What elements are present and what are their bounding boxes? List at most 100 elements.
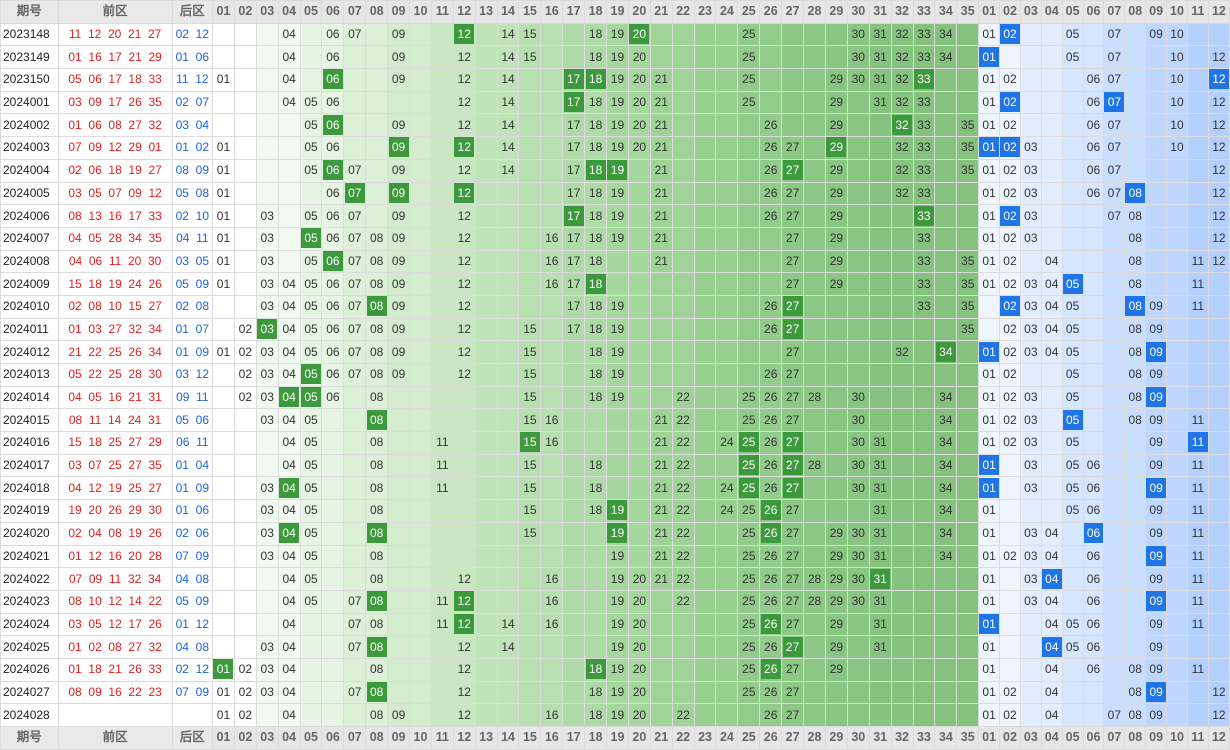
front-cell: 19 <box>606 589 629 614</box>
back-cell: 10 <box>1166 68 1188 92</box>
front-cell <box>343 113 367 138</box>
front-cell <box>409 567 432 591</box>
front-cell <box>409 521 432 546</box>
back-hit-ball: 04 <box>1042 636 1062 657</box>
front-cell <box>934 249 958 274</box>
front-cell <box>934 158 958 183</box>
front-cell <box>365 158 389 183</box>
back-cell <box>999 612 1021 637</box>
front-cell: 19 <box>606 521 629 546</box>
front-number-header: 22 <box>671 0 695 24</box>
front-hit-ball: 15 <box>519 432 540 453</box>
back-cell <box>1166 567 1188 591</box>
front-cell <box>409 272 432 296</box>
front-cell: 14 <box>496 45 520 70</box>
front-cell <box>474 90 498 115</box>
back-cell <box>1186 363 1209 387</box>
front-draw-numbers: 04 05 16 21 31 <box>57 385 173 410</box>
back-cell: 02 <box>999 226 1021 251</box>
back-cell <box>1082 703 1105 727</box>
back-cell <box>999 476 1021 501</box>
front-cell <box>956 363 980 387</box>
front-cell <box>693 45 717 70</box>
front-cell: 11 <box>430 431 454 455</box>
front-cell <box>409 703 432 727</box>
front-cell <box>803 680 826 705</box>
back-cell: 01 <box>978 431 1001 455</box>
front-cell <box>824 385 848 410</box>
back-cell <box>1040 113 1063 138</box>
back-cell: 01 <box>978 567 1001 591</box>
back-cell: 02 <box>999 90 1021 115</box>
front-cell: 09 <box>387 226 411 251</box>
back-cell <box>1145 181 1168 206</box>
front-cell <box>649 22 673 47</box>
front-cell <box>715 68 739 92</box>
front-cell: 01 <box>212 158 235 183</box>
front-cell <box>343 385 367 410</box>
front-cell <box>693 68 717 92</box>
back-cell <box>1186 158 1209 183</box>
front-cell <box>649 635 673 659</box>
front-cell <box>496 363 520 387</box>
front-hit-ball: 18 <box>585 69 606 90</box>
front-cell <box>321 499 345 523</box>
back-cell <box>1166 204 1188 228</box>
front-cell: 19 <box>606 499 629 523</box>
front-cell <box>255 589 279 614</box>
front-draw-numbers: 03 07 25 27 35 <box>57 453 173 478</box>
front-cell: 09 <box>387 249 411 274</box>
front-cell <box>540 635 564 659</box>
front-cell <box>584 589 608 614</box>
front-cell <box>649 385 673 410</box>
back-cell <box>1103 612 1126 637</box>
front-cell <box>212 567 235 591</box>
back-cell <box>1166 544 1188 569</box>
back-hit-ball: 09 <box>1146 682 1166 702</box>
front-cell <box>518 272 542 296</box>
front-cell: 19 <box>606 113 629 138</box>
back-number-header: 02 <box>999 0 1021 24</box>
front-cell <box>693 385 717 410</box>
front-cell: 19 <box>606 703 629 727</box>
front-cell <box>496 476 520 501</box>
front-cell <box>562 385 586 410</box>
back-zone-header: 后区 <box>171 0 214 24</box>
front-cell <box>409 589 432 614</box>
back-cell: 06 <box>1082 181 1105 206</box>
back-cell: 11 <box>1186 521 1209 546</box>
front-cell: 31 <box>868 45 892 70</box>
back-cell <box>1103 657 1126 682</box>
front-cell <box>737 294 761 319</box>
front-cell <box>518 567 542 591</box>
front-cell: 09 <box>387 363 411 387</box>
front-cell <box>693 453 717 478</box>
front-cell: 25 <box>737 680 761 705</box>
front-cell: 04 <box>277 363 301 387</box>
front-hit-ball: 27 <box>782 455 803 476</box>
back-cell <box>1040 90 1063 115</box>
back-cell: 01 <box>978 45 1001 70</box>
front-hit-ball: 18 <box>585 273 606 294</box>
front-cell: 25 <box>737 476 761 501</box>
front-cell: 21 <box>649 408 673 433</box>
front-cell: 12 <box>452 567 476 591</box>
front-cell <box>496 385 520 410</box>
front-cell <box>518 249 542 274</box>
issue-number: 2024028 <box>0 703 59 727</box>
front-cell <box>387 408 411 433</box>
front-cell <box>912 453 936 478</box>
back-cell <box>1166 181 1188 206</box>
front-cell <box>759 68 783 92</box>
front-cell: 01 <box>212 340 235 364</box>
back-cell <box>1061 90 1084 115</box>
front-cell: 08 <box>365 476 389 501</box>
issue-number: 2024002 <box>0 113 59 138</box>
front-cell: 22 <box>671 476 695 501</box>
back-cell <box>1103 453 1126 478</box>
front-cell: 09 <box>387 45 411 70</box>
front-cell: 07 <box>343 363 367 387</box>
front-cell <box>868 340 892 364</box>
front-cell: 22 <box>671 499 695 523</box>
front-cell <box>649 272 673 296</box>
